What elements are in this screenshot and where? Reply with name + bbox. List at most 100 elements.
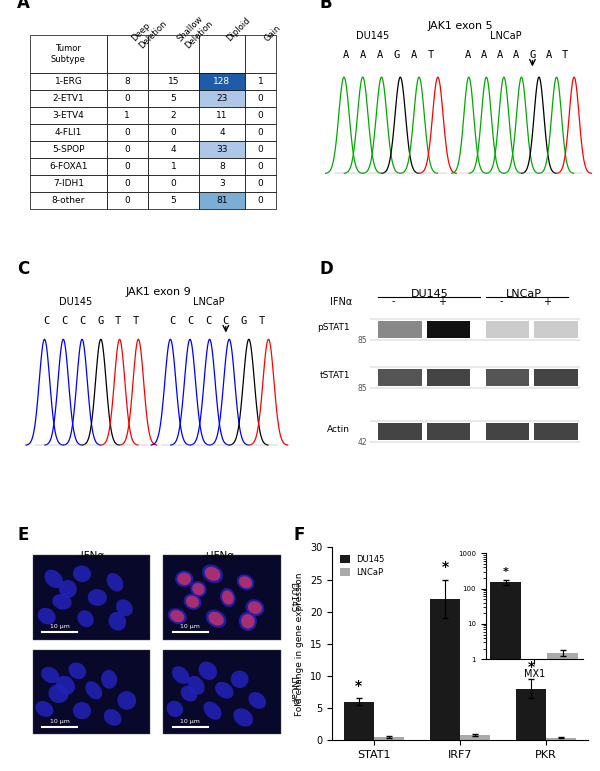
Text: 4: 4 — [170, 145, 176, 154]
Ellipse shape — [104, 709, 121, 726]
Text: A: A — [513, 50, 520, 60]
Text: LNCaP: LNCaP — [193, 297, 225, 307]
Y-axis label: Fold change in gene expression: Fold change in gene expression — [295, 572, 304, 715]
Text: C: C — [187, 316, 193, 326]
Text: A: A — [465, 50, 471, 60]
Ellipse shape — [231, 671, 248, 688]
Text: 0: 0 — [257, 128, 263, 137]
Ellipse shape — [222, 591, 234, 604]
Text: 5-SPOP: 5-SPOP — [52, 145, 85, 154]
Ellipse shape — [184, 594, 202, 610]
Text: C: C — [61, 316, 68, 326]
FancyBboxPatch shape — [245, 141, 276, 158]
Text: 10 μm: 10 μm — [180, 624, 200, 629]
Text: T: T — [115, 316, 121, 326]
Text: 0: 0 — [170, 179, 176, 188]
FancyBboxPatch shape — [148, 158, 199, 175]
Text: C: C — [223, 316, 229, 326]
Text: Actin: Actin — [327, 426, 350, 434]
Ellipse shape — [52, 594, 71, 610]
Text: 0: 0 — [124, 196, 130, 205]
FancyBboxPatch shape — [245, 175, 276, 192]
Text: tSTAT1: tSTAT1 — [319, 372, 350, 380]
FancyBboxPatch shape — [245, 35, 276, 73]
Text: C: C — [17, 260, 29, 278]
Ellipse shape — [44, 570, 63, 588]
Bar — [430, 599, 460, 740]
Text: 0: 0 — [257, 162, 263, 171]
FancyBboxPatch shape — [245, 107, 276, 124]
Text: 5: 5 — [170, 196, 176, 205]
Text: LNCaP: LNCaP — [490, 31, 522, 41]
Bar — [32, 555, 151, 640]
Text: 0: 0 — [257, 94, 263, 103]
FancyBboxPatch shape — [107, 73, 148, 90]
Text: 85: 85 — [358, 384, 367, 393]
Text: 0: 0 — [124, 162, 130, 171]
Ellipse shape — [220, 588, 236, 607]
FancyBboxPatch shape — [245, 124, 276, 141]
Text: B: B — [319, 0, 332, 12]
Text: 0: 0 — [170, 128, 176, 137]
Ellipse shape — [107, 573, 124, 591]
Ellipse shape — [202, 564, 223, 583]
FancyBboxPatch shape — [148, 192, 199, 209]
Ellipse shape — [73, 702, 91, 719]
Text: 8: 8 — [219, 162, 225, 171]
FancyBboxPatch shape — [199, 141, 245, 158]
Text: Gain: Gain — [263, 23, 283, 43]
Ellipse shape — [208, 612, 224, 625]
FancyBboxPatch shape — [107, 141, 148, 158]
Text: *: * — [442, 561, 448, 574]
Text: 3: 3 — [219, 179, 225, 188]
Text: 8: 8 — [124, 77, 130, 86]
Bar — [516, 689, 546, 740]
Text: A: A — [377, 50, 383, 60]
Text: pSTAT1: pSTAT1 — [317, 323, 350, 332]
Text: 0: 0 — [257, 179, 263, 188]
Ellipse shape — [38, 608, 56, 625]
Ellipse shape — [175, 571, 193, 588]
Text: T: T — [259, 316, 265, 326]
Text: DU145: DU145 — [356, 31, 389, 41]
Text: *: * — [527, 660, 535, 674]
Text: 4: 4 — [219, 128, 225, 137]
Text: 7-IDH1: 7-IDH1 — [53, 179, 84, 188]
Ellipse shape — [248, 692, 266, 709]
Ellipse shape — [49, 685, 68, 703]
Ellipse shape — [109, 612, 126, 631]
Text: 0: 0 — [257, 145, 263, 154]
Text: A: A — [17, 0, 30, 12]
FancyBboxPatch shape — [199, 35, 245, 73]
Ellipse shape — [206, 610, 226, 628]
Text: 1: 1 — [257, 77, 263, 86]
Text: T: T — [133, 316, 139, 326]
FancyBboxPatch shape — [30, 141, 107, 158]
Text: 81: 81 — [216, 196, 228, 205]
Text: 0: 0 — [257, 111, 263, 120]
Ellipse shape — [172, 666, 190, 684]
Text: 85: 85 — [358, 335, 367, 345]
Text: 23: 23 — [216, 94, 227, 103]
Text: 5: 5 — [170, 94, 176, 103]
Text: A: A — [497, 50, 503, 60]
Text: C: C — [44, 316, 50, 326]
Text: IFNα: IFNα — [330, 297, 353, 307]
Bar — [427, 423, 470, 440]
Ellipse shape — [56, 675, 75, 695]
Ellipse shape — [188, 676, 205, 695]
FancyBboxPatch shape — [199, 175, 245, 192]
Ellipse shape — [239, 611, 257, 631]
FancyBboxPatch shape — [245, 73, 276, 90]
Ellipse shape — [88, 589, 107, 606]
Ellipse shape — [181, 685, 197, 702]
FancyBboxPatch shape — [107, 90, 148, 107]
Bar — [378, 369, 422, 386]
Ellipse shape — [239, 576, 252, 588]
Text: -: - — [499, 297, 503, 307]
Bar — [427, 369, 470, 386]
Text: 4-FLI1: 4-FLI1 — [55, 128, 82, 137]
FancyBboxPatch shape — [148, 73, 199, 90]
FancyBboxPatch shape — [148, 175, 199, 192]
Text: -: - — [392, 297, 395, 307]
